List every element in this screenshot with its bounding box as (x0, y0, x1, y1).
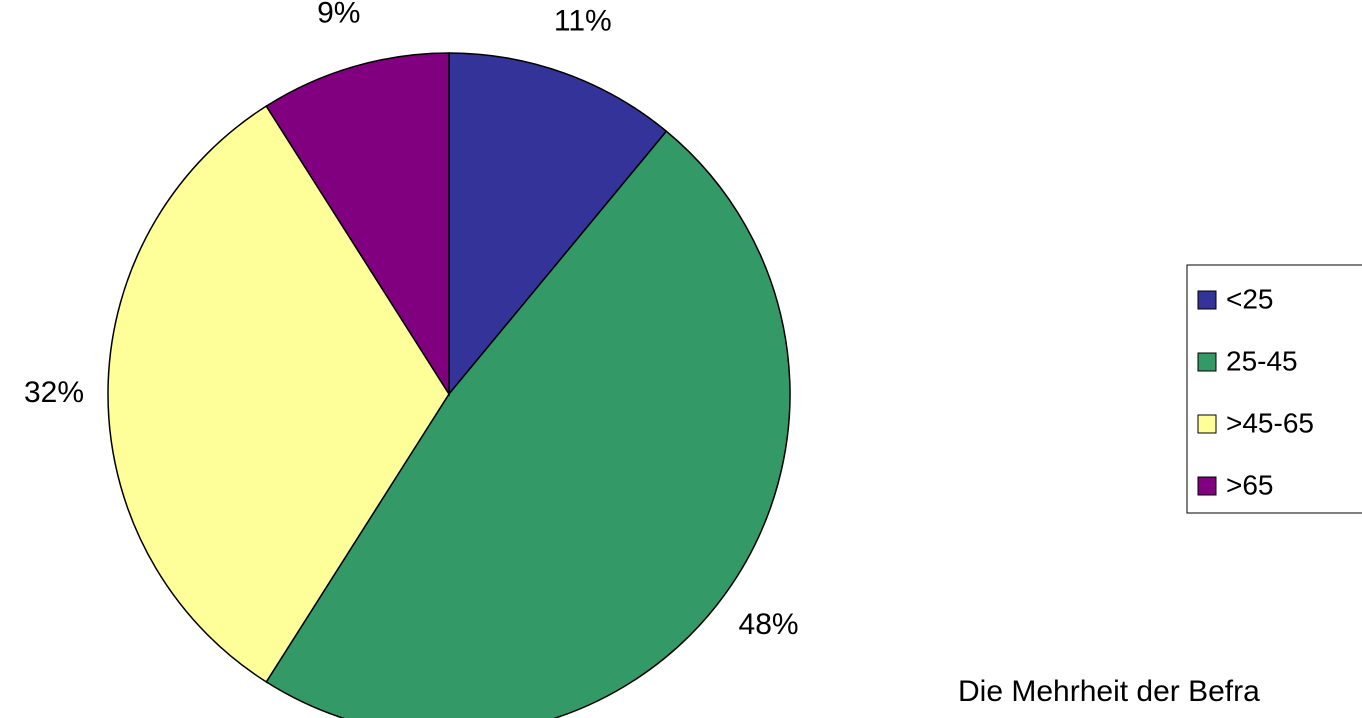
pie-slice (107, 105, 450, 683)
pie-slice (448, 52, 668, 397)
legend-swatch (1197, 414, 1217, 434)
pie-slice (265, 130, 791, 718)
legend-label: >65 (1226, 469, 1274, 500)
legend-swatch (1197, 352, 1217, 372)
data-label: 9% (317, 0, 360, 30)
data-label: 32% (24, 376, 84, 409)
legend-swatch (1197, 476, 1217, 496)
legend-swatch (1197, 290, 1217, 310)
legend-label: 25-45 (1226, 345, 1298, 376)
legend-label: >45-65 (1226, 407, 1314, 438)
legend-label: <25 (1226, 283, 1274, 314)
data-label: 48% (739, 608, 799, 641)
data-label: 11% (554, 4, 612, 37)
annotation: Die Mehrheit der Befra (958, 675, 1260, 708)
pie-slice (265, 52, 450, 397)
